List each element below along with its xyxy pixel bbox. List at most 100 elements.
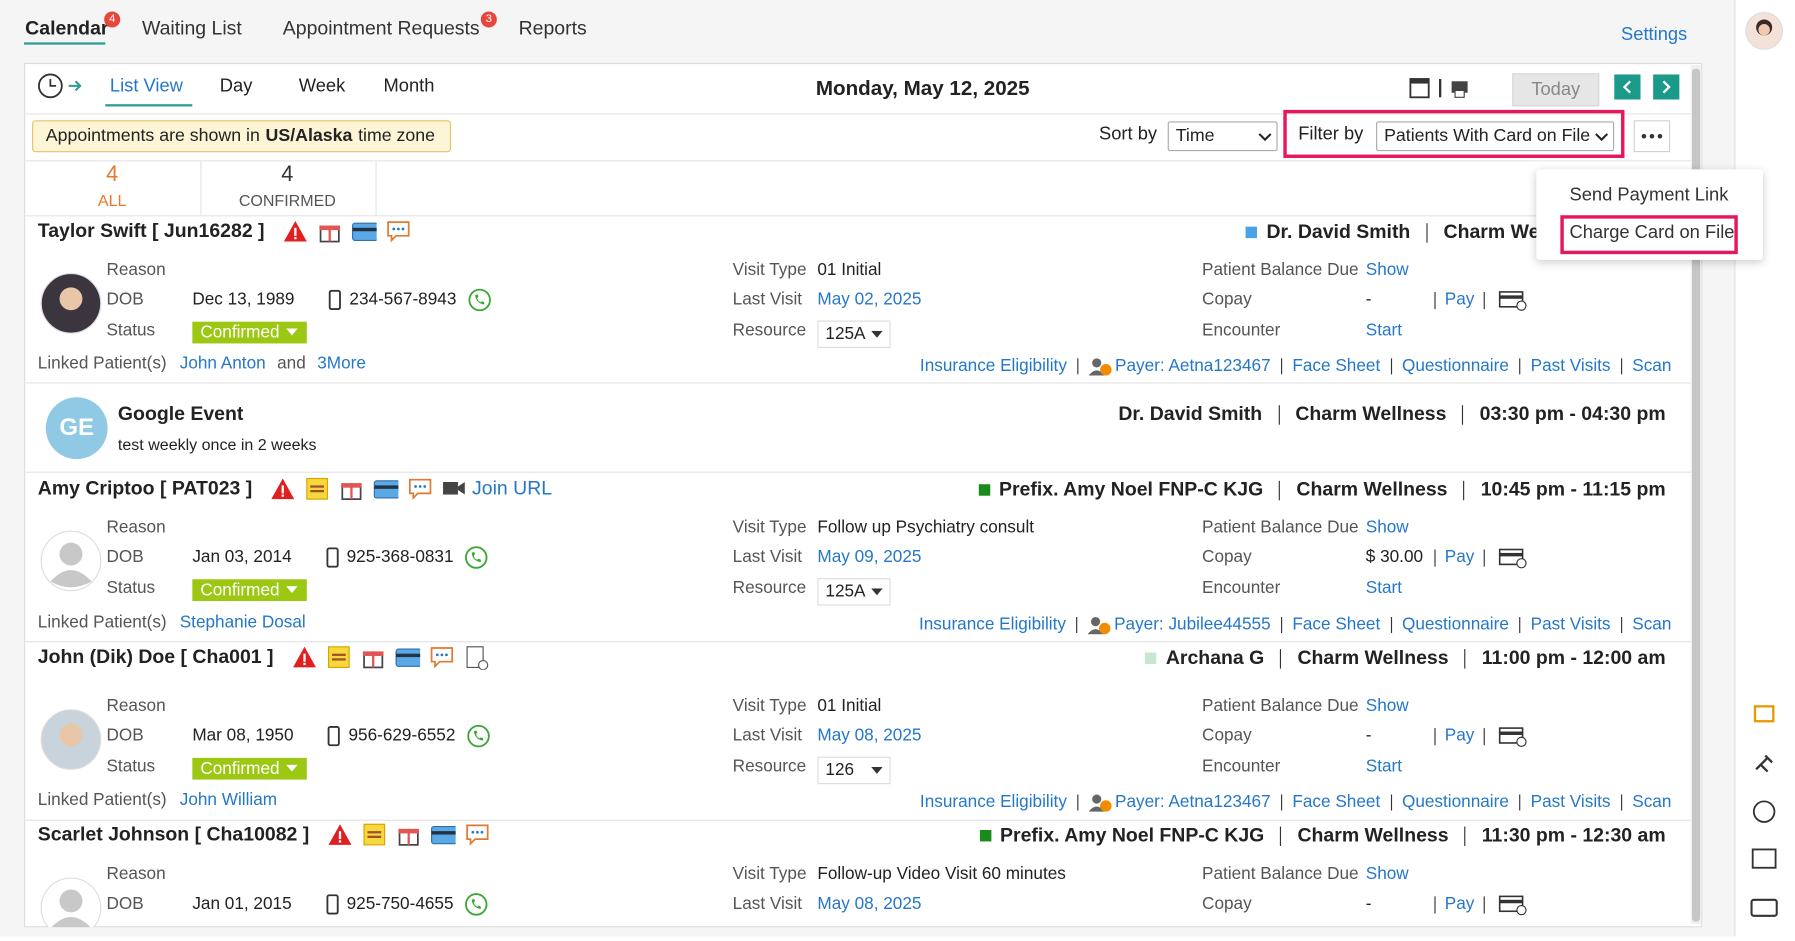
encounter-start[interactable]: Start — [1365, 756, 1403, 777]
today-button[interactable]: Today — [1512, 73, 1600, 107]
nav-tab[interactable]: Waiting List — [141, 17, 242, 39]
warn-icon[interactable] — [292, 645, 317, 670]
status-dropdown[interactable]: Confirmed — [192, 579, 307, 602]
call-icon[interactable] — [465, 893, 488, 916]
chat-icon[interactable] — [465, 822, 490, 847]
card-on-file-icon[interactable] — [1498, 546, 1528, 569]
chat-icon[interactable] — [429, 645, 454, 670]
menu-item[interactable]: Charge Card on File — [1569, 223, 1735, 243]
call-icon[interactable] — [468, 288, 491, 312]
sticky-icon[interactable] — [305, 476, 330, 501]
pay-link[interactable]: Pay — [1444, 725, 1475, 746]
clock-icon[interactable] — [34, 69, 84, 103]
last-visit-value[interactable]: May 02, 2025 — [817, 289, 922, 310]
quick-link[interactable]: Questionnaire — [1401, 614, 1509, 635]
keyboard-icon[interactable] — [1750, 898, 1778, 917]
quick-link[interactable]: Scan — [1632, 792, 1672, 812]
pay-link[interactable]: Pay — [1444, 547, 1475, 567]
count-value[interactable]: 4 — [106, 162, 119, 187]
linked-patient[interactable]: 3More — [317, 353, 366, 374]
layout-icon[interactable] — [1751, 848, 1777, 869]
resource-select[interactable]: 125A — [817, 320, 891, 349]
balance-show[interactable]: Show — [1365, 517, 1409, 537]
more-button[interactable] — [1633, 120, 1671, 153]
doc-icon[interactable] — [464, 645, 489, 670]
nav-tab[interactable]: Calendar — [25, 17, 109, 39]
chat-icon[interactable] — [408, 476, 433, 501]
view-tab[interactable]: List View — [109, 76, 183, 97]
sticky-icon[interactable] — [326, 645, 351, 670]
prev-button[interactable] — [1614, 74, 1641, 100]
linked-patient[interactable]: Stephanie Dosal — [179, 612, 306, 632]
card-icon[interactable] — [395, 645, 421, 670]
call-icon[interactable] — [465, 546, 488, 569]
linked-patient[interactable]: John William — [179, 789, 278, 810]
warn-icon[interactable] — [271, 476, 296, 501]
last-visit-value[interactable]: May 09, 2025 — [817, 547, 922, 567]
calendar-icon[interactable] — [1408, 76, 1477, 101]
status-dropdown[interactable]: Confirmed — [192, 321, 307, 344]
last-visit-value[interactable]: May 08, 2025 — [817, 894, 922, 914]
encounter-start[interactable]: Start — [1365, 578, 1403, 598]
encounter-start[interactable]: Start — [1365, 320, 1403, 341]
help-icon[interactable] — [1752, 800, 1776, 823]
gift-icon[interactable] — [396, 822, 421, 847]
quick-link[interactable]: Past Visits — [1530, 356, 1611, 376]
filter-select[interactable]: Patients With Card on File — [1376, 121, 1615, 152]
payer[interactable]: Payer: Jubilee44555 — [1087, 614, 1271, 637]
quick-link[interactable]: Scan — [1632, 356, 1672, 376]
quick-link[interactable]: Insurance Eligibility — [919, 356, 1067, 376]
card-on-file-icon[interactable] — [1498, 288, 1528, 311]
last-visit-value[interactable]: May 08, 2025 — [817, 725, 922, 746]
quick-link[interactable]: Past Visits — [1530, 792, 1611, 812]
count-label[interactable]: ALL — [97, 191, 127, 210]
count-value[interactable]: 4 — [281, 162, 294, 187]
chat-icon[interactable] — [386, 219, 411, 244]
call-icon[interactable] — [467, 724, 490, 748]
menu-item[interactable]: Send Payment Link — [1569, 185, 1729, 205]
gift-icon[interactable] — [361, 645, 386, 670]
view-tab[interactable]: Day — [219, 76, 253, 97]
quick-link[interactable]: Questionnaire — [1401, 356, 1509, 376]
video-icon[interactable] — [442, 476, 467, 501]
quick-link[interactable]: Scan — [1632, 614, 1672, 635]
card-on-file-icon[interactable] — [1498, 725, 1528, 748]
patient-name[interactable]: Amy Criptoo [ PAT023 ] — [37, 477, 253, 500]
gift-icon[interactable] — [339, 476, 364, 501]
quick-link[interactable]: Insurance Eligibility — [918, 614, 1066, 635]
scrollbar-thumb[interactable] — [1692, 68, 1701, 922]
card-icon[interactable] — [352, 219, 377, 244]
patient-name[interactable]: Scarlet Johnson [ Cha10082 ] — [37, 823, 310, 845]
resource-select[interactable]: 126 — [817, 756, 891, 785]
nav-tab[interactable]: Reports — [518, 17, 587, 39]
warn-icon[interactable] — [328, 822, 353, 847]
linked-patient[interactable]: John Anton — [179, 353, 266, 374]
quick-link[interactable]: Questionnaire — [1401, 792, 1509, 812]
patient-name[interactable]: Taylor Swift [ Jun16282 ] — [37, 219, 265, 242]
join-url[interactable]: Join URL — [472, 477, 553, 500]
balance-show[interactable]: Show — [1365, 696, 1409, 716]
quick-link[interactable]: Face Sheet — [1292, 792, 1381, 812]
gift-icon[interactable] — [1753, 705, 1775, 723]
quick-link[interactable]: Face Sheet — [1292, 356, 1381, 376]
quick-link[interactable]: Past Visits — [1530, 614, 1611, 635]
quick-link[interactable]: Insurance Eligibility — [919, 792, 1067, 812]
warn-icon[interactable] — [283, 219, 308, 244]
card-on-file-icon[interactable] — [1498, 893, 1528, 916]
sort-select[interactable]: Time — [1167, 121, 1278, 152]
patient-name[interactable]: John (Dik) Doe [ Cha001 ] — [37, 645, 274, 668]
resource-select[interactable]: 125A — [817, 578, 891, 606]
status-dropdown[interactable]: Confirmed — [192, 757, 307, 780]
card-icon[interactable] — [431, 822, 456, 847]
card-icon[interactable] — [374, 476, 399, 501]
quick-link[interactable]: Face Sheet — [1292, 614, 1381, 635]
nav-tab[interactable]: Appointment Requests — [282, 17, 480, 39]
plug-icon[interactable] — [1755, 754, 1773, 773]
balance-show[interactable]: Show — [1365, 864, 1409, 884]
settings-link[interactable]: Settings — [1621, 25, 1688, 45]
sticky-icon[interactable] — [362, 822, 387, 847]
pay-link[interactable]: Pay — [1444, 289, 1475, 310]
next-button[interactable] — [1653, 74, 1680, 100]
payer[interactable]: Payer: Aetna123467 — [1088, 791, 1271, 814]
gift-icon[interactable] — [317, 219, 342, 244]
